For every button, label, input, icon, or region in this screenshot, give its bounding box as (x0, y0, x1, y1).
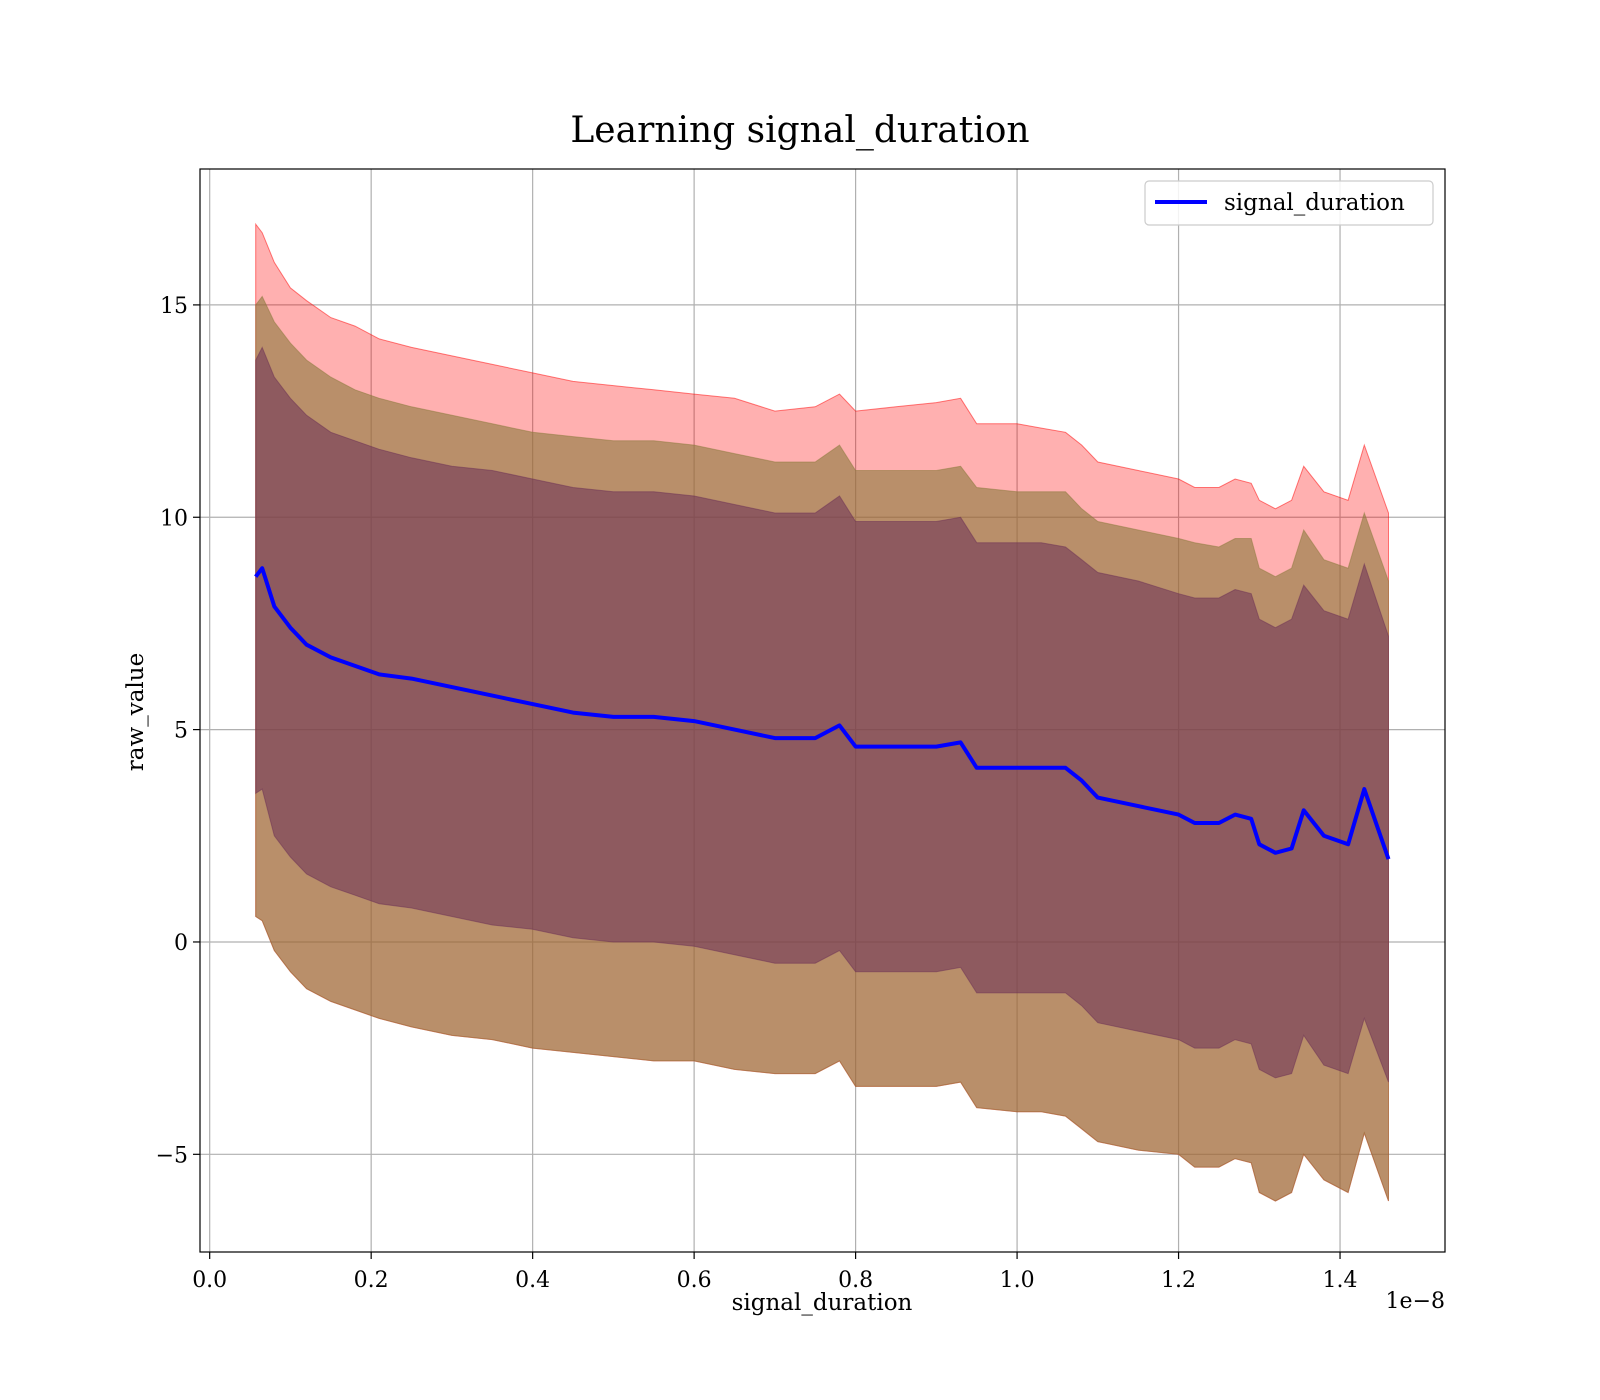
plot-frame (199, 168, 1446, 1253)
x-tick-label: 0.0 (192, 1268, 227, 1293)
legend: signal_duration (1144, 180, 1434, 226)
confidence-bands (255, 222, 1389, 1202)
y-tick-label: −5 (156, 1143, 188, 1168)
legend-label: signal_duration (1224, 190, 1405, 216)
x-axis-label: signal_duration (732, 1290, 913, 1316)
y-axis-label: raw_value (123, 653, 149, 771)
x-tick-label: 0.6 (677, 1268, 712, 1293)
x-axis-ticks: 0.0 0.2 0.4 0.6 0.8 1.0 1.2 1.4 (192, 1252, 1358, 1293)
x-tick-label: 1.2 (1161, 1268, 1196, 1293)
y-tick-label: 0 (174, 931, 188, 956)
x-tick-label: 0.2 (354, 1268, 389, 1293)
y-axis-ticks: −5 0 5 10 15 (156, 294, 200, 1168)
x-tick-label: 1.4 (1323, 1268, 1358, 1293)
legend-box (1144, 180, 1434, 226)
y-tick-label: 10 (160, 506, 188, 531)
y-tick-label: 15 (160, 294, 188, 319)
x-tick-label: 0.4 (515, 1268, 550, 1293)
series-line-0 (254, 566, 1391, 860)
x-axis-offset-label: 1e−8 (1386, 1289, 1445, 1314)
chart-title: Learning signal_duration (570, 110, 1029, 151)
series-lines (254, 566, 1391, 860)
x-tick-label: 1.0 (1000, 1268, 1035, 1293)
band-2 (255, 346, 1389, 1083)
y-tick-label: 5 (174, 719, 188, 744)
x-tick-label: 0.8 (838, 1268, 873, 1293)
